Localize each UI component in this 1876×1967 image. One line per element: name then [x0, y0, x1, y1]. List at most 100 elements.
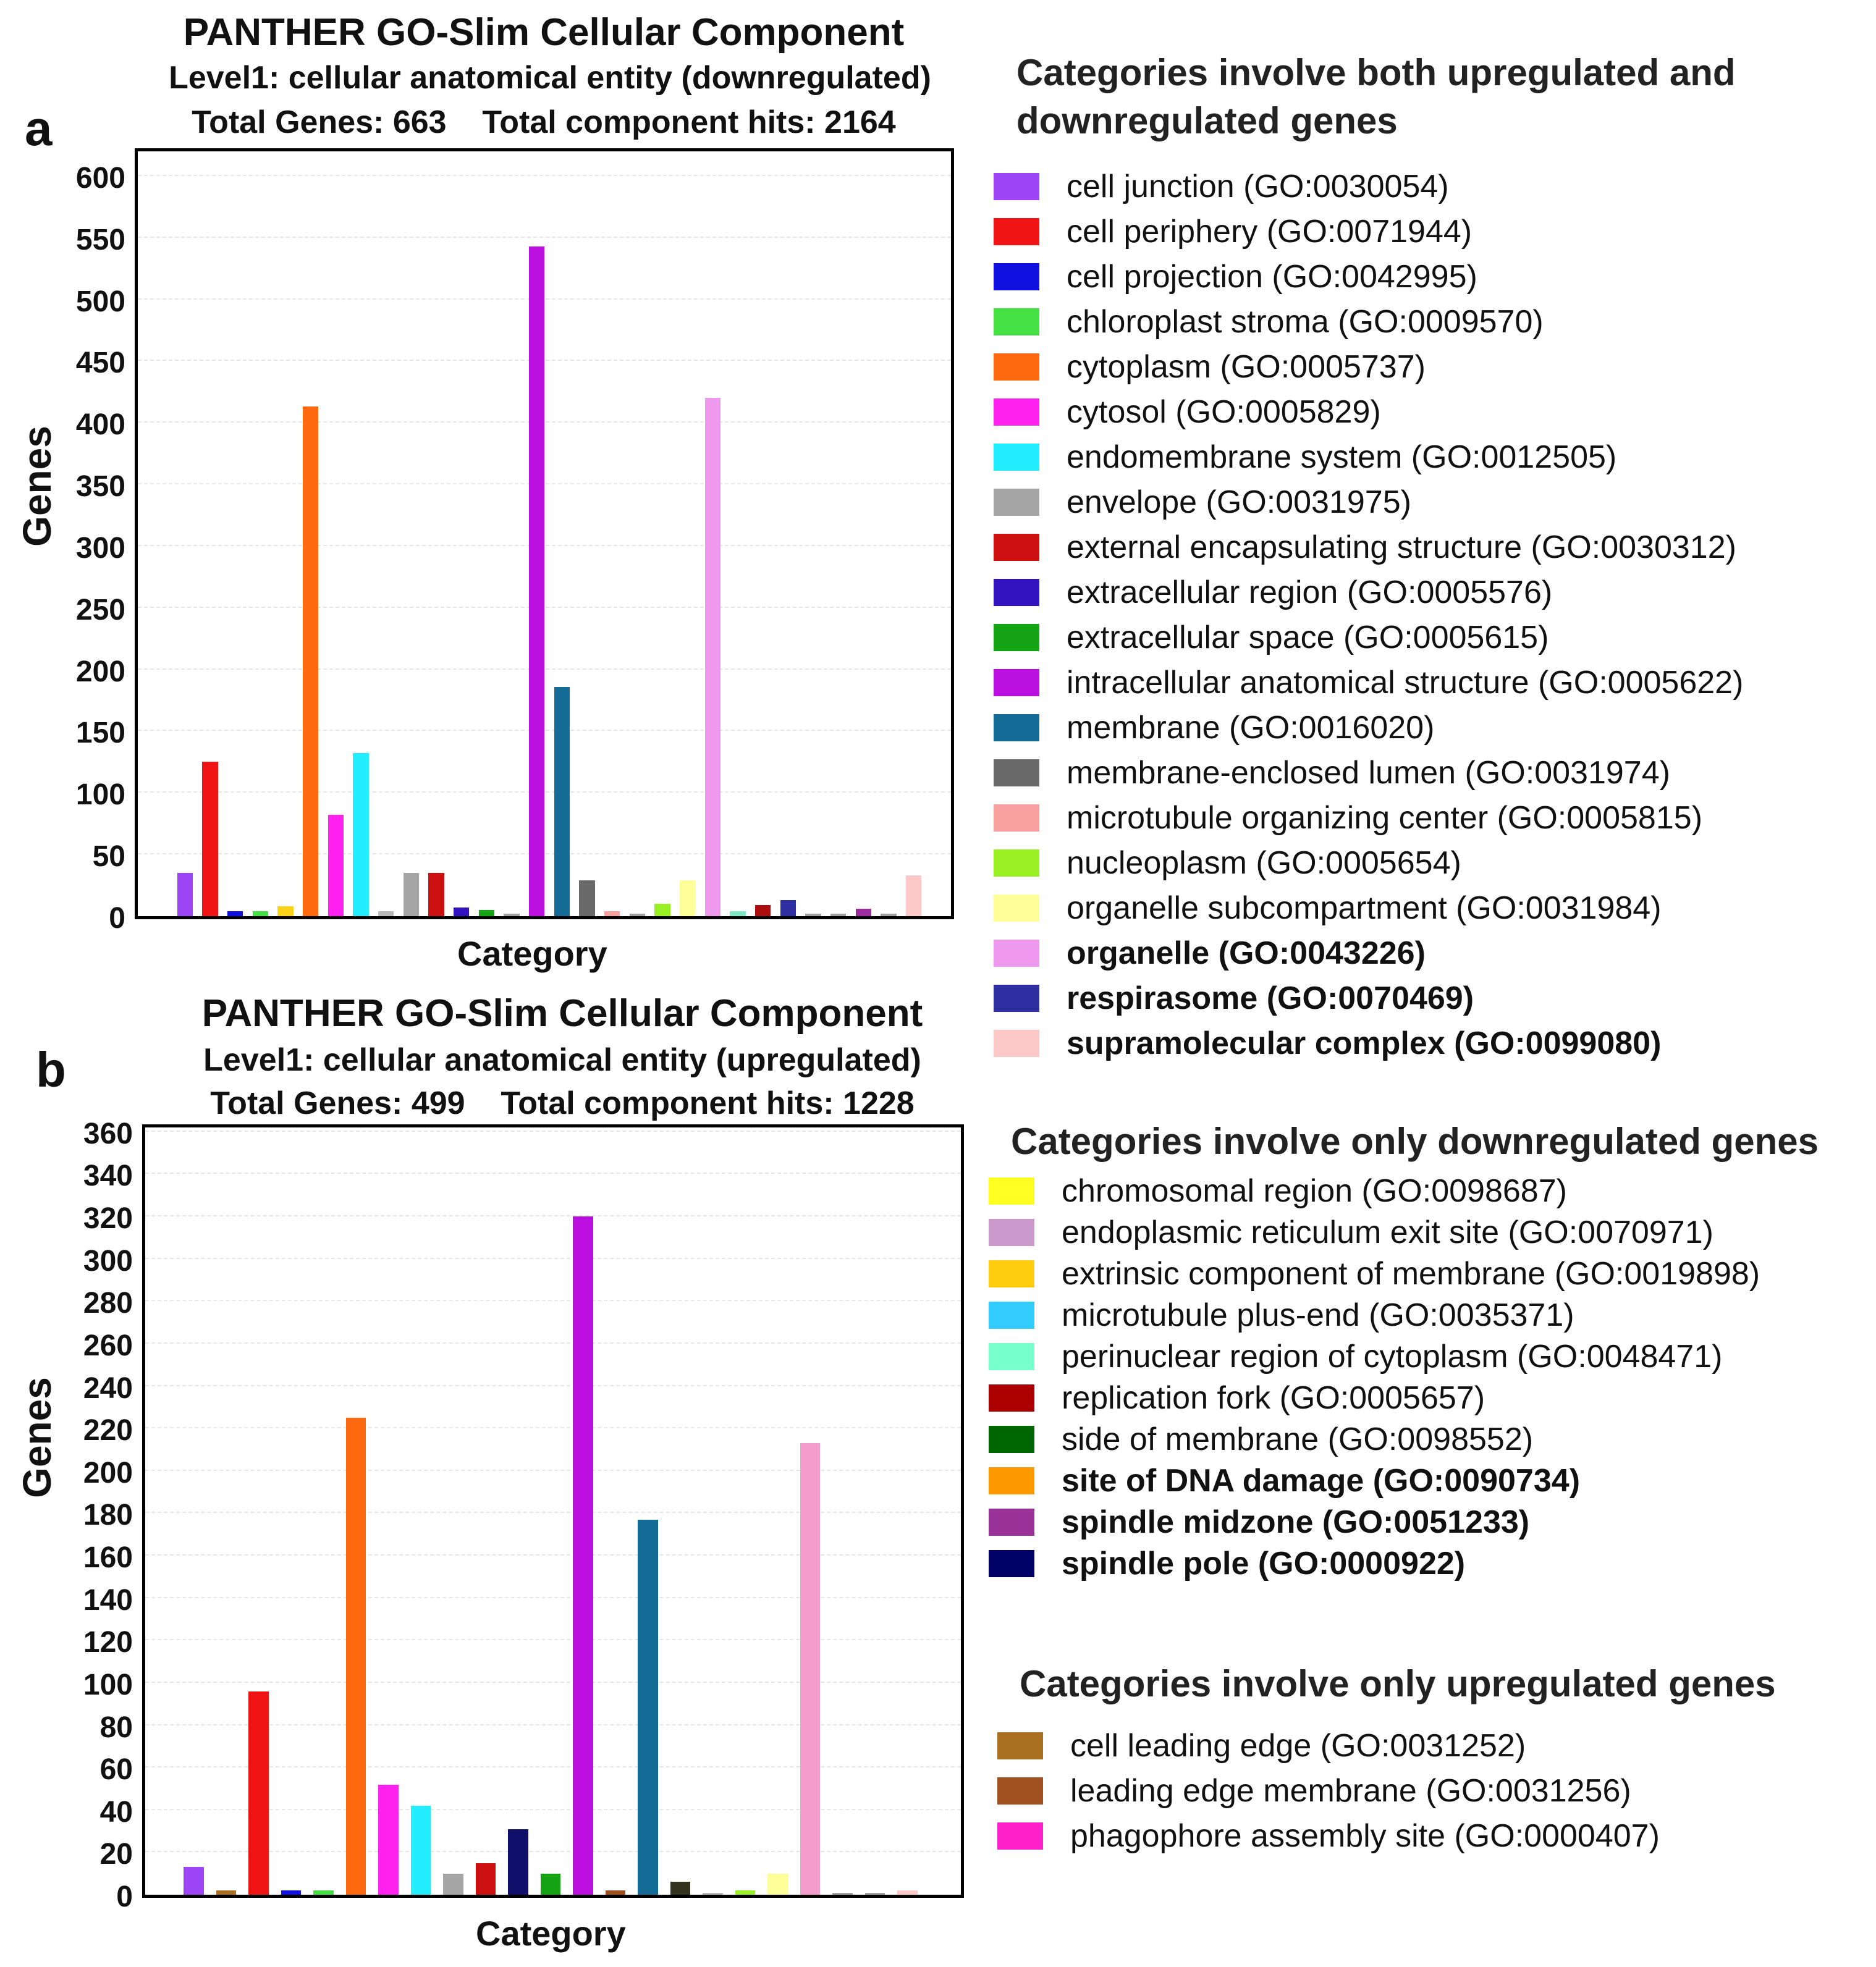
chart-a-bar	[454, 908, 470, 916]
chart-b-totals: Total Genes: 499 Total component hits: 1…	[210, 1085, 915, 1121]
legend-item: intracellular anatomical structure (GO:0…	[994, 665, 1743, 701]
chart-a-ytick-label: 500	[75, 285, 125, 318]
chart-b-panel-letter: b	[36, 1042, 66, 1097]
chart-b-bar	[281, 1890, 302, 1895]
chart-b-bar	[410, 1805, 431, 1895]
legend-label: cell periphery (GO:0071944)	[1067, 214, 1472, 250]
chart-a-ytick-label: 400	[75, 408, 125, 442]
legend-item: cell leading edge (GO:0031252)	[997, 1728, 1526, 1764]
chart-b-bar	[703, 1892, 723, 1895]
chart-b-bar	[670, 1882, 691, 1895]
legend-swatch	[994, 804, 1039, 832]
chart-b-bar	[345, 1418, 366, 1895]
legend-label: cytosol (GO:0005829)	[1067, 394, 1381, 430]
legend-swatch	[994, 263, 1039, 290]
legend-swatch	[989, 1219, 1034, 1246]
legend-label: membrane-enclosed lumen (GO:0031974)	[1067, 755, 1670, 791]
legend-swatch	[994, 940, 1039, 967]
legend-label: replication fork (GO:0005657)	[1062, 1380, 1485, 1416]
legend-item: microtubule plus-end (GO:0035371)	[989, 1297, 1574, 1333]
legend-label: cell junction (GO:0030054)	[1067, 169, 1449, 204]
chart-b-bar	[605, 1890, 626, 1895]
chart-b-plot-area	[142, 1124, 964, 1898]
legend-item: microtubule organizing center (GO:000581…	[994, 800, 1703, 836]
chart-b-bar	[508, 1829, 528, 1895]
chart-b-gridline	[145, 1681, 961, 1683]
legend-label: microtubule plus-end (GO:0035371)	[1062, 1297, 1574, 1333]
chart-b-bar	[864, 1892, 885, 1895]
legend-swatch	[989, 1260, 1034, 1287]
chart-a-bar	[579, 880, 595, 916]
legend-swatch	[994, 1030, 1039, 1057]
legend-swatch	[994, 444, 1039, 471]
legend-label: extrinsic component of membrane (GO:0019…	[1062, 1256, 1760, 1292]
legend-item: cell junction (GO:0030054)	[994, 169, 1449, 204]
legend-swatch	[989, 1550, 1034, 1577]
legend-item: respirasome (GO:0070469)	[994, 980, 1474, 1016]
legend-item: extracellular region (GO:0005576)	[994, 575, 1552, 610]
legend-item: endoplasmic reticulum exit site (GO:0070…	[989, 1215, 1713, 1250]
chart-a-bar	[604, 911, 620, 916]
chart-b-bar	[735, 1890, 756, 1895]
chart-b-gridline	[145, 1766, 961, 1768]
legend-swatch	[994, 534, 1039, 561]
chart-a-subtitle: Level1: cellular anatomical entity (down…	[169, 60, 931, 96]
chart-a-bar	[780, 900, 796, 916]
chart-b-ytick-label: 20	[99, 1838, 133, 1871]
chart-b-gridline	[145, 1808, 961, 1810]
chart-b-bar	[767, 1873, 788, 1895]
chart-a-bar	[730, 911, 746, 916]
legend-item: membrane-enclosed lumen (GO:0031974)	[994, 755, 1670, 791]
chart-b-ytick-label: 60	[99, 1753, 133, 1787]
chart-a-bar	[805, 914, 821, 916]
legend-item: cytoplasm (GO:0005737)	[994, 349, 1426, 385]
legend-item: extracellular space (GO:0005615)	[994, 620, 1549, 655]
legend-both-heading-line1: Categories involve both upregulated and	[1016, 52, 1736, 93]
chart-b-ytick-label: 260	[83, 1329, 133, 1362]
chart-a-bar	[227, 911, 243, 916]
legend-swatch	[994, 308, 1039, 335]
chart-b-bar	[638, 1519, 658, 1895]
legend-label: spindle midzone (GO:0051233)	[1062, 1504, 1530, 1540]
chart-b-gridline	[145, 1342, 961, 1344]
chart-a-title: PANTHER GO-Slim Cellular Component	[183, 11, 905, 54]
legend-item: replication fork (GO:0005657)	[989, 1380, 1485, 1416]
chart-a-ytick-label: 0	[109, 902, 125, 935]
legend-swatch	[994, 669, 1039, 696]
chart-b-bar	[475, 1863, 496, 1895]
legend-item: cell periphery (GO:0071944)	[994, 214, 1472, 250]
chart-b-ytick-label: 280	[83, 1287, 133, 1320]
chart-a-ytick-label: 300	[75, 531, 125, 565]
legend-item: perinuclear region of cytoplasm (GO:0048…	[989, 1339, 1722, 1375]
chart-a-bar	[327, 815, 344, 916]
legend-label: endoplasmic reticulum exit site (GO:0070…	[1062, 1215, 1713, 1250]
chart-a-bar	[504, 914, 520, 916]
chart-b-bar	[573, 1216, 593, 1895]
chart-a-bar	[680, 880, 696, 916]
chart-b-ytick-label: 300	[83, 1244, 133, 1278]
legend-swatch	[989, 1177, 1034, 1205]
legend-label: microtubule organizing center (GO:000581…	[1067, 800, 1703, 836]
chart-a-ytick-label: 600	[75, 161, 125, 195]
legend-label: cytoplasm (GO:0005737)	[1067, 349, 1426, 385]
legend-swatch	[994, 173, 1039, 200]
chart-b-bar	[897, 1890, 918, 1895]
chart-a-bar	[906, 875, 922, 916]
chart-b-bar	[800, 1443, 821, 1895]
legend-label: cell projection (GO:0042995)	[1067, 259, 1477, 295]
legend-swatch	[994, 218, 1039, 245]
legend-item: cell projection (GO:0042995)	[994, 259, 1477, 295]
chart-a-bar	[252, 911, 268, 916]
chart-a-bar	[554, 686, 570, 916]
chart-b-ytick-label: 180	[83, 1499, 133, 1532]
legend-label: side of membrane (GO:0098552)	[1062, 1422, 1534, 1457]
chart-a-ytick-label: 50	[92, 840, 125, 874]
chart-a-bar	[881, 914, 897, 916]
chart-a-bar	[478, 910, 494, 916]
chart-b-gridline	[145, 1384, 961, 1386]
chart-b-bar	[832, 1892, 853, 1895]
legend-swatch	[989, 1302, 1034, 1329]
legend-swatch	[994, 714, 1039, 741]
chart-a-bar	[654, 904, 670, 916]
chart-b-ytick-label: 240	[83, 1371, 133, 1405]
